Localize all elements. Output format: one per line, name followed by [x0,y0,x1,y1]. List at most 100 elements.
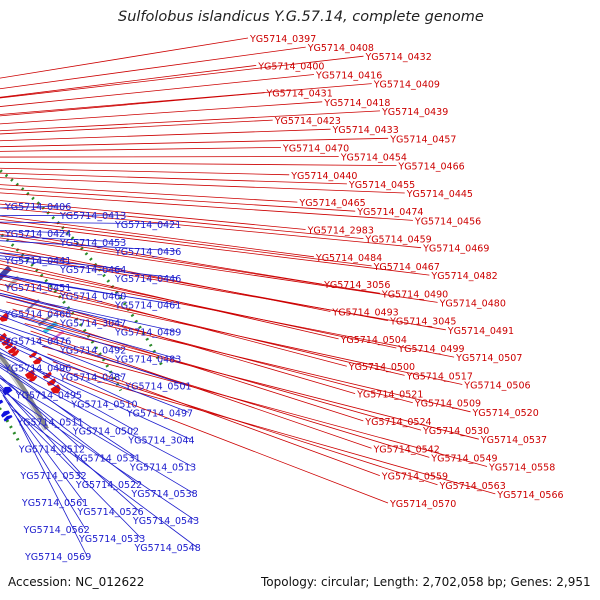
forward-gene-label: YG5714_0520 [472,408,539,419]
forward-leader-line [0,147,281,152]
forward-leader-line [0,137,389,148]
forward-gene-label: YG5714_0459 [364,235,431,246]
forward-gene-label: YG5714_0433 [332,125,399,136]
reverse-gene-label: YG5714_3044 [127,435,194,446]
forward-gene-label: YG5714_0454 [340,153,407,164]
forward-gene-label: YG5714_0480 [439,298,506,309]
forward-leader-line [0,218,372,267]
forward-gene-arrow [50,384,61,394]
reverse-leader-line [0,292,123,324]
reverse-gene-label: YG5714_0492 [59,346,126,357]
forward-gene-arrow [32,356,43,365]
reverse-leader-line [0,252,68,261]
forward-leader-line [0,55,364,99]
forward-gene-label: YG5714_0469 [422,244,489,255]
forward-leader-line [0,128,331,142]
reverse-leader-line [15,416,88,557]
reverse-leader-line [0,327,123,377]
reverse-gene-label: YG5714_0476 [4,337,71,348]
reverse-gene-label: YG5714_0406 [4,202,71,213]
reverse-gene-label: YG5714_0489 [114,328,181,339]
reverse-leader-line [0,366,137,458]
reverse-gene-label: YG5714_0522 [75,480,142,491]
forward-leader-line [6,301,471,413]
forward-leader-line [52,361,438,486]
forward-leader-line [0,222,430,276]
reverse-gene-label: YG5714_0413 [59,211,126,222]
reverse-leader-line [0,384,83,476]
forward-gene-label: YG5714_0400 [257,61,324,72]
forward-gene-label: YG5714_0408 [307,43,374,54]
reverse-leader-line [0,214,123,217]
reverse-gene-label: YG5714_0513 [129,462,196,473]
reverse-leader-line [0,221,178,225]
forward-leader-line [62,377,389,504]
forward-leader-line [0,167,290,176]
reverse-leader-line [0,235,123,243]
forward-gene-label: YG5714_0466 [397,162,464,173]
forward-leader-line [0,283,463,385]
forward-leader-line [30,330,372,449]
reverse-gene-label: YG5714_0495 [15,391,82,402]
forward-gene-label: YG5714_0431 [266,89,333,100]
forward-gene-arrow [28,375,38,383]
reverse-gene-label: YG5714_0512 [18,444,85,455]
reverse-gene-label: YG5714_0441 [4,256,71,267]
reverse-leader-line [0,205,68,209]
forward-gene-label: YG5714_0524 [364,417,431,428]
reverse-gene-label: YG5714_0533 [78,534,145,545]
reverse-gene-label: YG5714_0569 [24,552,91,563]
forward-gene-label: YG5714_0499 [397,344,464,355]
forward-gene-label: YG5714_2983 [307,226,374,237]
reverse-gene-label: YG5714_0497 [126,408,193,419]
forward-leader-line [0,161,397,166]
forward-gene-label: YG5714_0542 [373,444,440,455]
reverse-gene-label: YG5714_0548 [134,543,201,554]
forward-gene-label: YG5714_0509 [414,399,481,410]
reverse-leader-line [0,389,85,503]
forward-gene-label: YG5714_0397 [249,34,316,45]
forward-leader-line [0,119,273,135]
forward-gene-arrow [1,337,11,346]
forward-gene-label: YG5714_0439 [381,107,448,118]
reverse-leader-line [0,348,79,395]
reverse-gene-label: YG5714_0531 [73,453,140,464]
reverse-gene-label: YG5714_0562 [23,525,90,536]
reverse-leader-line [7,401,142,539]
reverse-gene-label: YG5714_0424 [4,229,71,240]
reverse-leader-line [0,292,178,332]
reverse-leader-line [0,365,193,467]
forward-gene-label: YG5714_0490 [381,289,448,300]
reverse-leader-line [0,309,178,359]
forward-leader-line [0,215,314,258]
forward-gene-label: YG5714_0530 [422,426,489,437]
forward-gene-label: YG5714_0474 [356,207,423,218]
forward-gene-label: YG5714_0570 [389,499,456,510]
reverse-gene-label: YG5714_0510 [70,399,137,410]
reverse-leader-line [0,323,188,386]
forward-leader-line [0,37,249,79]
reverse-leader-line [0,240,178,252]
reverse-leader-line [0,354,135,431]
reverse-gene-label: YG5714_3047 [59,319,126,330]
forward-gene-label: YG5714_0549 [430,453,497,464]
forward-gene-label: YG5714_0482 [430,271,497,282]
forward-gene-label: YG5714_0432 [365,52,432,63]
forward-leader-line [47,353,380,476]
reverse-leader-line [0,388,196,521]
forward-gene-label: YG5714_0507 [455,353,522,364]
forward-leader-line [0,184,298,203]
forward-leader-line [57,369,496,495]
forward-leader-line [41,345,488,467]
forward-leader-line [0,46,306,90]
reverse-gene-arrow [0,399,4,405]
forward-leader-line [0,156,339,158]
reverse-leader-line [0,340,134,404]
topology-info-text: Topology: circular; Length: 2,702,058 bp… [261,575,591,589]
genome-backbone-highlight [0,358,46,431]
reverse-gene-label: YG5714_0451 [4,283,71,294]
forward-leader-line [0,207,422,249]
reverse-gene-label: YG5714_0502 [72,426,139,437]
